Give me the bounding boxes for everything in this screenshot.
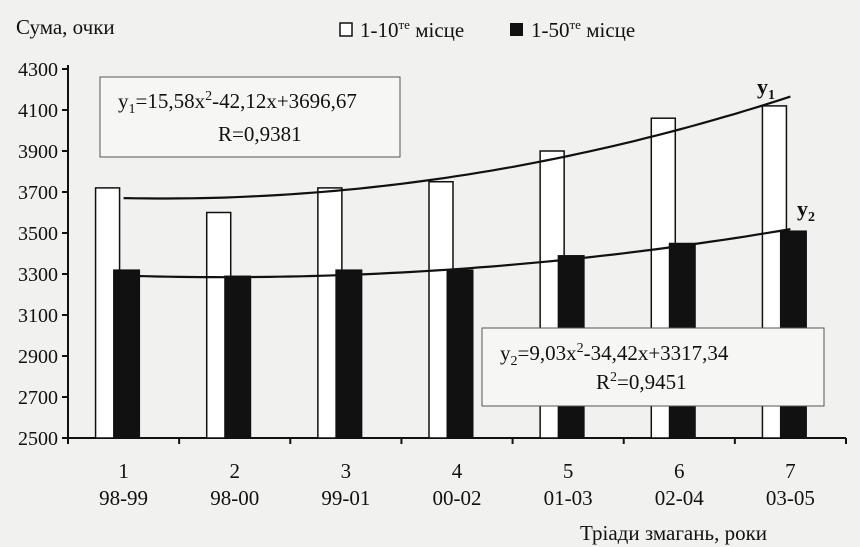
x-tick-label-years: 00-02 (433, 486, 482, 510)
y-tick-label: 3900 (18, 141, 58, 163)
x-axis-label: Тріади змагань, роки (580, 521, 767, 545)
x-tick-label-number: 2 (229, 459, 240, 483)
x-tick-label-number: 6 (674, 459, 685, 483)
x-tick-label-number: 7 (785, 459, 796, 483)
bar-top50 (446, 269, 474, 439)
y-tick-label: 3500 (18, 223, 58, 245)
trend-line-y1 (123, 95, 791, 200)
legend-label-top10: 1-10те місце (360, 17, 464, 42)
legend-label-top50: 1-50те місце (531, 17, 635, 42)
trend-lines (123, 95, 791, 279)
y-tick-label: 3300 (18, 264, 58, 286)
r-value-1: R=0,9381 (218, 122, 302, 146)
bar-top50 (335, 269, 363, 439)
x-tick-label-years: 99-01 (321, 486, 370, 510)
y-axis-label: Сума, очки (16, 15, 115, 39)
equation-box-1-frame (99, 76, 401, 158)
bar-top50 (113, 269, 141, 439)
x-tick-label-years: 98-00 (210, 486, 259, 510)
x-tick-label-number: 5 (563, 459, 574, 483)
x-tick-label-years: 98-99 (99, 486, 148, 510)
equation-1: y1=15,58x2-42,12x+3696,67 (118, 89, 357, 117)
bar-top50 (224, 275, 252, 439)
y-tick-label: 4100 (18, 100, 58, 122)
trend-label-y1: y1 (757, 74, 775, 103)
x-tick-label-years: 02-04 (655, 486, 704, 510)
x-tick-label-years: 03-05 (766, 486, 815, 510)
x-tick-label-number: 3 (341, 459, 352, 483)
equation-box-2: y2=9,03x2-34,42x+3317,34 R2=0,9451 (481, 327, 825, 407)
trend-label-y2: y2 (797, 196, 815, 225)
legend: 1-10те місце 1-50те місце (339, 17, 635, 42)
equation-box-2-frame (481, 327, 825, 407)
y-tick-label: 2900 (18, 346, 58, 368)
y-tick-label: 3700 (18, 182, 58, 204)
r2-value-2: R2=0,9451 (596, 370, 687, 394)
x-tick-label-number: 1 (118, 459, 129, 483)
legend-swatch-top50 (510, 23, 523, 36)
x-tick-label-number: 4 (452, 459, 463, 483)
trend-line-y2 (123, 228, 791, 279)
y-tick-label: 4300 (18, 59, 58, 81)
y-tick-label: 2700 (18, 387, 58, 409)
y-tick-label: 2500 (18, 428, 58, 450)
equation-2: y2=9,03x2-34,42x+3317,34 (500, 341, 729, 369)
y-tick-label: 3100 (18, 305, 58, 327)
legend-swatch-top10 (339, 22, 353, 37)
equation-box-1: y1=15,58x2-42,12x+3696,67 R=0,9381 (99, 76, 401, 158)
x-tick-label-years: 01-03 (544, 486, 593, 510)
